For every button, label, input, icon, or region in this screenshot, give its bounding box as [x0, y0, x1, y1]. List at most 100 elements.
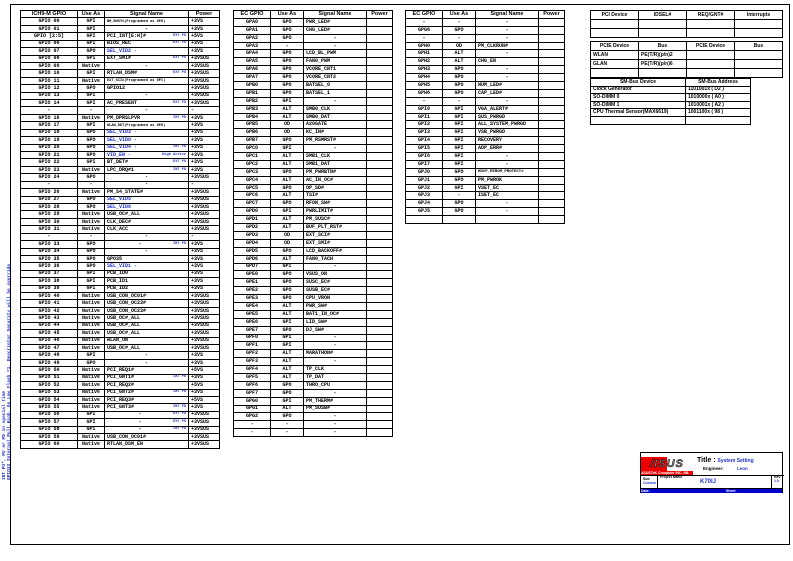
power-cell: +3VS [188, 358, 220, 368]
signal-name: WLAN_DET(Programmed as GPO) [107, 123, 166, 128]
power-cell: +3VSUS [188, 202, 220, 212]
power-cell: +3VS [188, 39, 220, 49]
signal-note: INT PD [173, 427, 186, 432]
use-as-cell: GPO [442, 81, 476, 90]
power-cell [366, 73, 393, 83]
table-row: --- [405, 96, 565, 106]
title-value: System Setting [717, 458, 754, 464]
table-row: GPIO 57 GPI - EXT PU +3VSUS [20, 418, 220, 427]
power-cell [366, 112, 393, 122]
power-cell [538, 183, 565, 193]
signal-name: GPO35 [107, 255, 123, 262]
table-row: ---- [20, 106, 220, 115]
power-cell: +3VSUS [188, 425, 220, 435]
ec-gpio-cell: GPB2 [233, 96, 271, 106]
signal-cell: PWR_SW# [303, 301, 367, 311]
table-row: GPB3 ALT SMB0_CLK [233, 104, 393, 114]
signal-cell: - INT PD [104, 425, 189, 435]
table-row: GPF6 GPO THRO_CPU [233, 380, 393, 390]
use-as-cell: ALT [270, 175, 304, 185]
use-as-cell: ALT [442, 57, 476, 67]
ec-gpio-cell: GPH5 [405, 81, 443, 90]
power-cell [538, 207, 565, 217]
signal-cell: - EXT PU [104, 410, 189, 420]
gpio-cell: GPIO 41 [20, 299, 78, 308]
power-cell [366, 341, 393, 351]
table-row: GPIO 14 GPI AC_PRESENT EXT PU +3VSUS [20, 99, 220, 108]
use-as-cell: GPO [270, 380, 304, 390]
ec-gpio-cell: GPH1 [405, 49, 443, 59]
table-row: GPE2 GPO SUSB_EC# [233, 286, 393, 296]
power-cell [366, 396, 393, 406]
table-row: --- [405, 17, 565, 27]
power-cell: +3VSUS [188, 306, 220, 316]
use-as-cell: - [270, 428, 304, 438]
use-as-cell: GPI [270, 207, 304, 217]
ec-gpio-cell: GPJ4 [405, 199, 443, 209]
ec-gpio-cell: GPF6 [233, 380, 271, 390]
signal-cell: SEL_VID4 - INT PD [104, 143, 189, 153]
signal-name: USB_OC#_ALL [107, 329, 141, 336]
table-row: GPIO 49 GPO - +3VS [20, 358, 220, 368]
smbus-cell: SO-DIMM 0 [590, 93, 686, 102]
gpio-cell: - [20, 232, 78, 242]
gpio-cell: GPIO 19 [20, 136, 78, 145]
column-header: IDSEL# [638, 10, 687, 20]
use-as-cell: Native [77, 433, 105, 442]
gpio-cell: GPIO 31 [20, 225, 78, 234]
table-row: GPIO 47 Native USB_OC#_ALL +3VSUS [20, 343, 220, 353]
use-as-cell: GPI [77, 54, 105, 63]
gpio-cell: GPIO 09 [20, 61, 78, 71]
power-cell [366, 159, 393, 169]
signal-name: PCI_REQ3# [107, 396, 135, 403]
table-row: GPIO 18 GPO SEL_VID3 - +3VS [20, 128, 220, 138]
table-row: GPC0 GPI - [233, 144, 393, 154]
signal-note: INT PD [173, 405, 186, 410]
gpio-cell: GPIO 54 [20, 395, 78, 405]
column-header: REQ/GNT# [686, 10, 735, 20]
ec-gpio-cell: GPC0 [233, 144, 271, 154]
power-cell [538, 175, 565, 185]
table-row: GPIO 58 GPI - INT PD +3VSUS [20, 425, 220, 435]
ec-gpio-cell: GPB4 [233, 112, 271, 122]
table-row: GPB2 GPI - [233, 96, 393, 106]
signal-cell: PCB_ID0 [104, 269, 189, 279]
power-cell [366, 325, 393, 335]
signal-cell: - [104, 173, 189, 182]
ec-gpio-cell: GPD1 [233, 215, 271, 225]
signal-cell: A20GATE [303, 120, 367, 130]
table-row [590, 28, 783, 38]
signal-name: - [144, 233, 148, 240]
signal-cell: CHG_EN [475, 57, 539, 67]
engineer-label: Engineer: [703, 466, 724, 471]
use-as-cell: GPI [77, 277, 105, 286]
signal-name: SEL_VID5 [107, 196, 132, 203]
signal-note: INT PD [173, 115, 186, 120]
table-row: GPH4 GPO - [405, 73, 565, 83]
empty-cell [590, 68, 639, 78]
table-row [590, 68, 783, 78]
signal-cell: SUSB_EC# [303, 286, 367, 296]
signal-cell: - [303, 41, 367, 51]
company-name: ASUSTeK Computer INC. NB [641, 471, 693, 475]
use-as-cell: ALT [270, 223, 304, 232]
use-as-cell: Native [77, 314, 105, 323]
signal-cell: SEL_VID5 [104, 195, 189, 204]
gpio-cell: GPIO 10 [20, 69, 78, 78]
table-row: GPIO 08 GPI EXT_SMI# EXT PU +3VSUS [20, 54, 220, 63]
gpio-cell: GPIO 39 [20, 284, 78, 294]
ec-gpio-cell: GPC1 [233, 152, 271, 161]
signal-cell: - [104, 106, 189, 115]
table-row: GPIO 16 Native PM_DPRSLPVR INT PD +3VS [20, 113, 220, 123]
signal-cell: ALL_SYSTEM_PWRGD [475, 120, 539, 130]
use-as-cell: GPO [270, 136, 304, 146]
table-row: GPG2 GPO - [233, 412, 393, 422]
signal-note: EXT PU [173, 71, 186, 76]
signal-cell: SMB1_CLK [303, 152, 367, 161]
power-cell: +3VS [188, 240, 220, 249]
gpio-cell: GPIO 30 [20, 217, 78, 227]
ec-gpio-cell: GPB7 [233, 136, 271, 146]
table-row: GPF0 GPI - [233, 333, 393, 343]
signal-name: WLAN_ON [107, 337, 129, 344]
power-cell [366, 286, 393, 296]
